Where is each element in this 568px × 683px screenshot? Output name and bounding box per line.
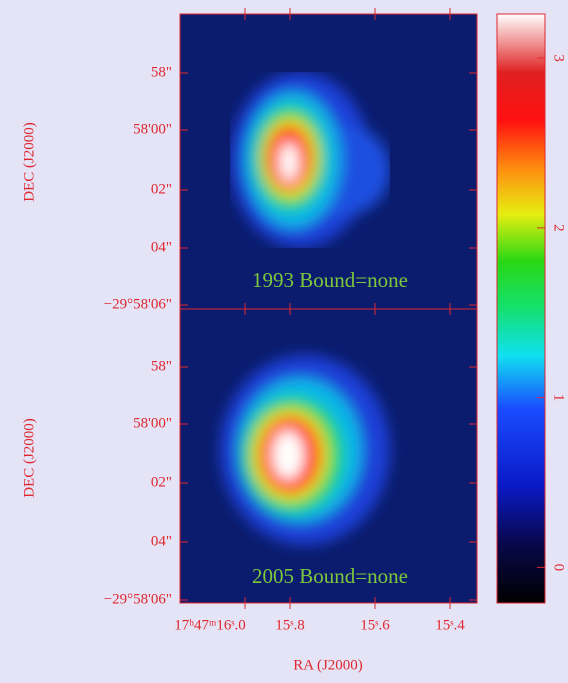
x-axis-label: RA (J2000) bbox=[293, 657, 363, 673]
ra-tick-label: 15ˢ.8 bbox=[275, 617, 304, 633]
dec-tick-label: 04" bbox=[151, 239, 172, 255]
dec-tick-label: −29°58'06" bbox=[104, 296, 172, 312]
ra-tick-label: 15ˢ.6 bbox=[360, 617, 390, 633]
y-axis-label: DEC (J2000) bbox=[21, 418, 37, 498]
colorbar-tick-label: 1 bbox=[551, 394, 567, 402]
ra-tick-label: 15ˢ.4 bbox=[435, 617, 465, 633]
source-2005 bbox=[220, 355, 390, 545]
colorbar-tick-label: 2 bbox=[551, 224, 567, 232]
panel-label: 2005 Bound=none bbox=[252, 564, 408, 588]
dec-tick-label: 02" bbox=[151, 181, 172, 197]
dec-tick-label: 58" bbox=[151, 358, 172, 374]
panel-label: 1993 Bound=none bbox=[252, 268, 408, 292]
dec-tick-label: −29°58'06" bbox=[104, 591, 172, 607]
ra-tick-label: 17ʰ47ᵐ16ˢ.0 bbox=[174, 617, 246, 633]
colorbar bbox=[496, 13, 546, 604]
dec-tick-label: 58" bbox=[151, 64, 172, 80]
dec-tick-label: 02" bbox=[151, 474, 172, 490]
dec-tick-label: 04" bbox=[151, 533, 172, 549]
dec-tick-label: 58'00" bbox=[133, 121, 172, 137]
colorbar-tick-label: 3 bbox=[551, 54, 567, 62]
dec-tick-label: 58'00" bbox=[133, 415, 172, 431]
colorbar-tick-label: 0 bbox=[551, 564, 567, 572]
y-axis-label: DEC (J2000) bbox=[21, 122, 37, 202]
source-1993 bbox=[230, 72, 390, 248]
